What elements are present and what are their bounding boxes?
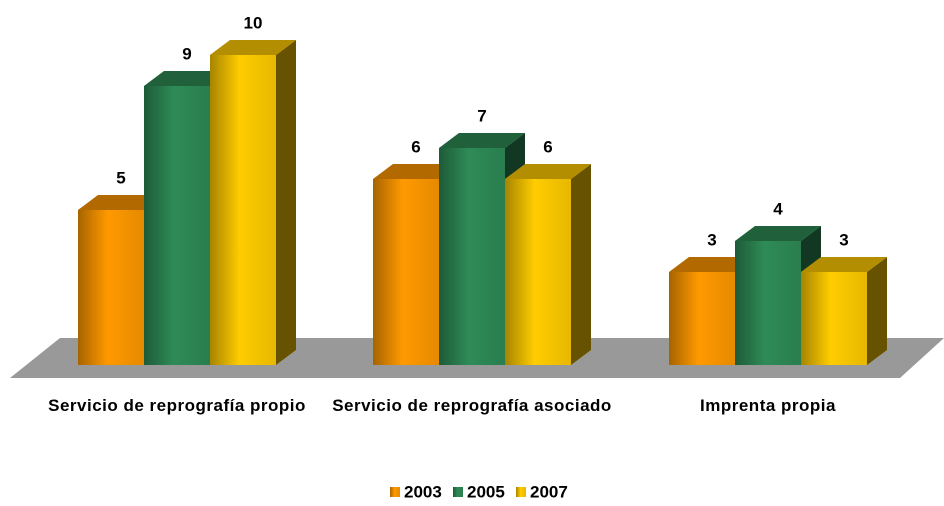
bar-top xyxy=(144,71,230,86)
bar-top xyxy=(735,226,821,241)
value-label: 4 xyxy=(773,199,783,218)
bar-top-shade xyxy=(439,133,525,148)
bar-shade xyxy=(144,86,210,365)
value-label: 3 xyxy=(839,230,848,249)
bar-side-shade xyxy=(867,257,887,365)
bar-shade xyxy=(735,241,801,365)
bar-top-shade xyxy=(373,164,459,179)
bar-top-shade xyxy=(669,257,755,272)
value-label: 9 xyxy=(182,44,191,63)
bar-top-shade xyxy=(735,226,821,241)
bar-top xyxy=(505,164,591,179)
bar-top xyxy=(801,257,887,272)
bar-top xyxy=(78,195,164,210)
legend-swatch-shade xyxy=(390,487,400,497)
bar-top xyxy=(669,257,755,272)
legend-label: 2003 xyxy=(404,482,442,501)
bar-top xyxy=(210,40,296,55)
legend-swatch-shade xyxy=(453,487,463,497)
category-label: Servicio de reprografía propio xyxy=(48,396,306,415)
value-label: 6 xyxy=(543,137,552,156)
category-label: Imprenta propia xyxy=(700,396,836,415)
bar-top xyxy=(373,164,459,179)
bar-top-shade xyxy=(505,164,591,179)
legend-label: 2005 xyxy=(467,482,505,501)
legend-swatch-shade xyxy=(516,487,526,497)
bar-top-shade xyxy=(801,257,887,272)
bar-shade xyxy=(669,272,735,365)
bar-shade xyxy=(505,179,571,365)
bar-top-shade xyxy=(210,40,296,55)
bar-shade xyxy=(78,210,144,365)
bar-top-shade xyxy=(78,195,164,210)
value-label: 5 xyxy=(116,168,125,187)
bar-top xyxy=(439,133,525,148)
bar-side-shade xyxy=(571,164,591,365)
bar-shade xyxy=(801,272,867,365)
value-label: 10 xyxy=(244,13,263,32)
bar-shade xyxy=(373,179,439,365)
value-label: 3 xyxy=(707,230,716,249)
category-label: Servicio de reprografía asociado xyxy=(332,396,612,415)
bar-top-shade xyxy=(144,71,230,86)
bar-shade xyxy=(439,148,505,365)
bar-side-shade xyxy=(276,40,296,365)
legend-label: 2007 xyxy=(530,482,568,501)
bar-shade xyxy=(210,55,276,365)
value-label: 7 xyxy=(477,106,486,125)
value-label: 6 xyxy=(411,137,420,156)
